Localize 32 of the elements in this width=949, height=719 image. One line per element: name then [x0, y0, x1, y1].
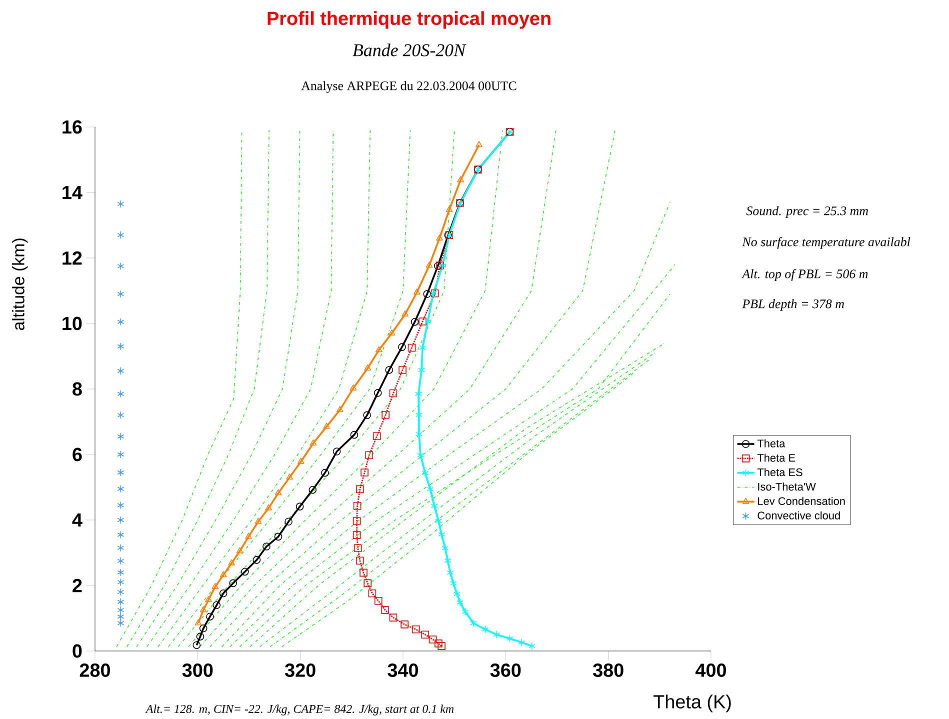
y-tick-label: 10	[62, 316, 82, 330]
text: Sound. prec = 25.3 mm	[746, 206, 868, 218]
legend-label: Theta	[757, 439, 786, 448]
legend-label: Iso-Theta'W	[758, 482, 816, 491]
x-tick-label: 360	[490, 664, 521, 677]
y-tick-label: 12	[62, 251, 82, 265]
text: PBL depth = 378 m	[742, 299, 844, 311]
text: Alt. top of PBL = 506 m	[742, 269, 868, 281]
x-tick-label: 300	[182, 664, 213, 677]
x-axis-title: Theta (K)	[654, 694, 731, 712]
x-tick-label: 340	[388, 664, 418, 677]
x-tick-label: 400	[696, 664, 726, 677]
text: No surface temperature availabl	[742, 237, 910, 249]
x-tick-label: 380	[592, 664, 624, 677]
chart-subtitle: Bande 20S-20N	[352, 44, 466, 56]
legend-label: Lev Condensation	[758, 496, 845, 506]
y-tick-label: 14	[62, 186, 82, 199]
legend-label: Theta ES	[757, 468, 802, 476]
legend-label: Convective cloud	[758, 511, 840, 520]
y-tick-label: 0	[72, 644, 82, 658]
chart-title: Profil thermique tropical moyen	[268, 11, 550, 29]
legend-label: Theta E	[757, 454, 796, 462]
y-tick-label: 8	[72, 382, 82, 396]
y-tick-label: 16	[62, 120, 82, 134]
text: Alt.= 128. m, CIN= -22. J/kg, CAPE= 842. J/kg, start at 0.1 km	[145, 704, 454, 716]
text: Analyse ARPEGE du 22.03.2004 00UTC	[301, 81, 516, 93]
y-tick-label: 4	[72, 513, 82, 526]
x-tick-label: 280	[80, 664, 110, 677]
y-axis-title: altitude (km)	[12, 238, 28, 330]
x-tick-label: 320	[284, 664, 316, 677]
y-tick-label: 6	[72, 448, 82, 462]
y-tick-label: 2	[72, 578, 82, 592]
